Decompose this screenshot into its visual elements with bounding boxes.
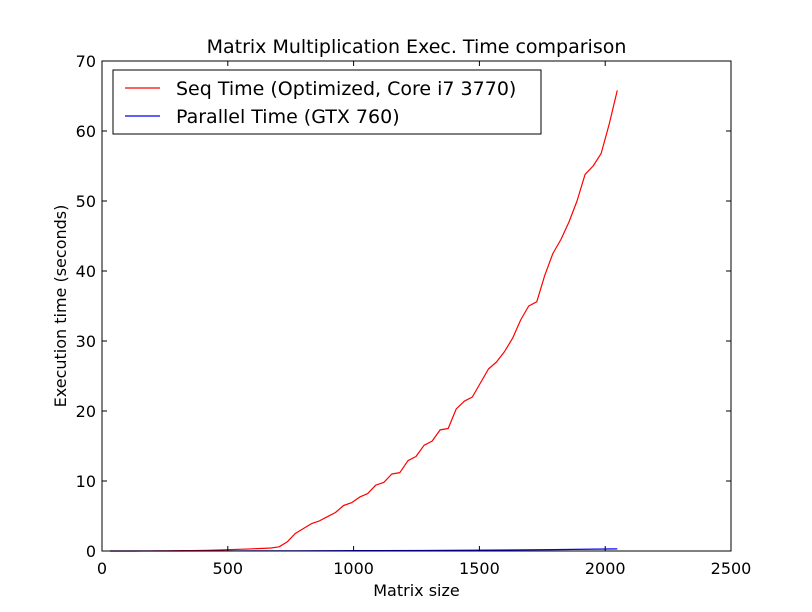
x-tick-label: 1000	[333, 559, 374, 578]
ticks-layer: 0 500 1000 1500 2000 2500 0 10 20 30 40 50 60 70	[76, 52, 752, 578]
y-tick-label: 10	[76, 472, 96, 491]
y-tick-label: 40	[76, 262, 96, 281]
plot-area	[102, 61, 731, 551]
plot-layer	[102, 61, 731, 551]
plot-frame	[101, 60, 732, 552]
y-tick-label: 70	[76, 52, 96, 71]
y-axis-title: Execution time (seconds)	[51, 205, 70, 408]
x-axis-title: Matrix size	[373, 581, 459, 600]
x-tick-label: 500	[213, 559, 244, 578]
x-tick-label: 0	[97, 559, 107, 578]
y-tick-label: 0	[86, 542, 96, 561]
x-tick-label: 1500	[459, 559, 500, 578]
y-tick-label: 20	[76, 402, 96, 421]
x-tick-label: 2500	[711, 559, 752, 578]
legend-label-parallel: Parallel Time (GTX 760)	[176, 106, 400, 128]
legend-label-seq: Seq Time (Optimized, Core i7 3770)	[176, 78, 516, 100]
y-tick-label: 60	[76, 122, 96, 141]
y-tick-label: 30	[76, 332, 96, 351]
legend-box	[112, 69, 542, 135]
legend: Seq Time (Optimized, Core i7 3770) Paral…	[112, 69, 542, 135]
x-tick-label: 2000	[585, 559, 626, 578]
y-tick-label: 50	[76, 192, 96, 211]
chart-title: Matrix Multiplication Exec. Time compari…	[207, 36, 627, 58]
